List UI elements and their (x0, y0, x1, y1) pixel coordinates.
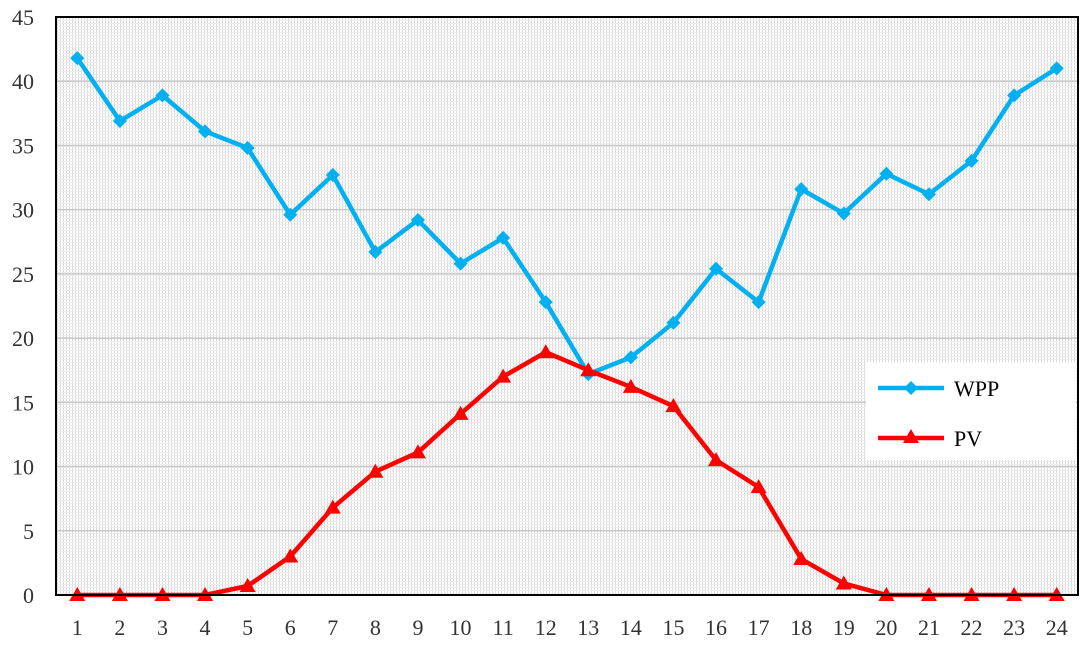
wpp-point (666, 315, 681, 330)
wpp-point (155, 88, 170, 103)
wpp-point (538, 295, 553, 310)
y-tick-label: 15 (12, 390, 34, 415)
pv-point (750, 479, 767, 494)
pv-point (367, 463, 384, 478)
y-tick-label: 40 (12, 69, 34, 94)
pv-point (708, 452, 725, 467)
x-tick-label: 14 (620, 615, 642, 640)
pv-point (282, 548, 299, 563)
pv-point (452, 405, 469, 420)
wpp-line (75, 56, 1058, 377)
pv-point (580, 362, 597, 377)
pv-point (409, 444, 426, 459)
pv-point (324, 499, 341, 514)
legend-pv-label: PV (954, 426, 982, 451)
pv-point (835, 575, 852, 590)
x-tick-label: 3 (157, 615, 168, 640)
x-tick-label: 11 (493, 615, 514, 640)
x-tick-label: 8 (370, 615, 381, 640)
legend-pv-marker (903, 429, 919, 443)
x-tick-label: 13 (577, 615, 599, 640)
wpp-point (1049, 61, 1064, 76)
x-tick-label: 2 (114, 615, 125, 640)
x-tick-label: 6 (285, 615, 296, 640)
pv-point (622, 378, 639, 393)
wpp-point (240, 141, 255, 156)
wpp-point (198, 124, 213, 139)
wpp-point (751, 295, 766, 310)
x-tick-label: 22 (961, 615, 983, 640)
y-tick-label: 0 (23, 583, 34, 608)
wpp-point (623, 350, 638, 365)
y-tick-label: 25 (12, 262, 34, 287)
pv-point (665, 398, 682, 413)
x-tick-label: 12 (535, 615, 557, 640)
pv-point (537, 344, 554, 359)
legend-wpp-label: WPP (954, 376, 999, 401)
x-tick-label: 21 (918, 615, 940, 640)
wpp-point (921, 187, 936, 202)
wpp-point (283, 207, 298, 222)
wpp-point (325, 167, 340, 182)
wpp-point (794, 182, 809, 197)
y-tick-label: 35 (12, 133, 34, 158)
pv-point (239, 578, 256, 593)
wpp-point (836, 206, 851, 221)
x-tick-label: 18 (790, 615, 812, 640)
wpp-point (496, 230, 511, 245)
wpp-point (70, 51, 85, 66)
legend-box (866, 362, 1076, 460)
x-tick-label: 1 (72, 615, 83, 640)
wpp-series (70, 51, 1064, 382)
wpp-point (453, 256, 468, 271)
plot-background (56, 17, 1078, 595)
y-tick-label: 10 (12, 455, 34, 480)
pv-point (793, 551, 810, 566)
legend: WPP PV (866, 362, 1076, 460)
grid-lines (56, 80, 1078, 532)
x-tick-label: 20 (875, 615, 897, 640)
wpp-point (1007, 88, 1022, 103)
wpp-point (112, 114, 127, 129)
y-tick-label: 30 (12, 198, 34, 223)
y-tick-label: 45 (12, 5, 34, 30)
x-tick-label: 17 (748, 615, 770, 640)
wpp-point (410, 212, 425, 227)
x-tick-label: 24 (1046, 615, 1068, 640)
x-tick-label: 19 (833, 615, 855, 640)
wpp-point (368, 245, 383, 260)
wpp-point (879, 166, 894, 181)
plot-border (55, 16, 1079, 596)
x-tick-label: 10 (450, 615, 472, 640)
x-tick-label: 5 (242, 615, 253, 640)
y-tick-label: 5 (23, 519, 34, 544)
pv-point (495, 368, 512, 383)
x-tick-label: 9 (412, 615, 423, 640)
x-tick-label: 7 (327, 615, 338, 640)
x-tick-label: 15 (662, 615, 684, 640)
x-tick-label: 23 (1003, 615, 1025, 640)
x-tick-label: 4 (200, 615, 211, 640)
legend-wpp-marker (904, 381, 918, 395)
wpp-point (709, 261, 724, 276)
x-tick-label: 16 (705, 615, 727, 640)
wpp-point (964, 153, 979, 168)
y-tick-label: 20 (12, 326, 34, 351)
